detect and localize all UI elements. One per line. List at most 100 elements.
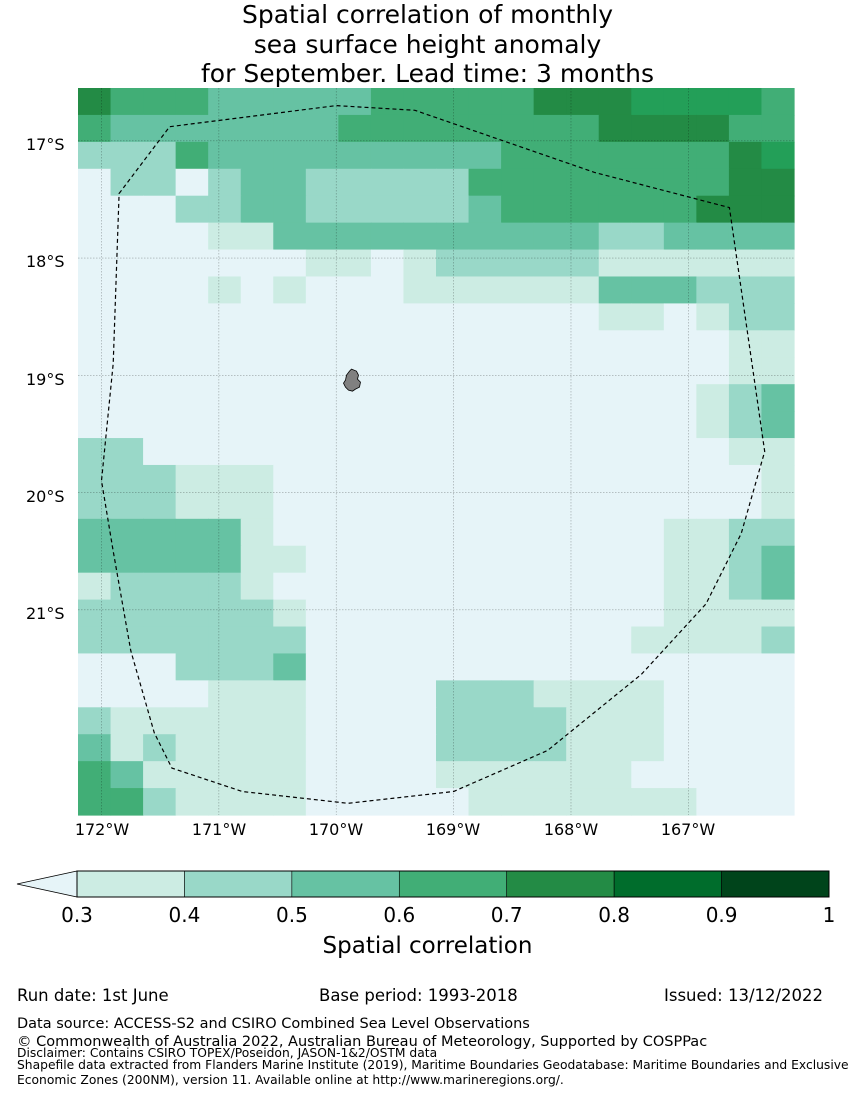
grid-cell: [598, 680, 632, 708]
grid-cell: [208, 438, 242, 466]
grid-cell: [631, 734, 665, 762]
grid-cell: [273, 680, 307, 708]
grid-cell: [208, 464, 242, 493]
grid-cell: [175, 303, 209, 331]
title-line-2: sea surface height anomaly: [253, 29, 602, 59]
grid-cell: [273, 734, 307, 762]
grid-cell: [175, 411, 209, 439]
grid-cell: [273, 438, 307, 466]
grid-cell: [305, 114, 339, 143]
grid-cell: [696, 707, 730, 735]
grid-cell: [208, 411, 242, 439]
grid-cell: [728, 761, 763, 789]
grid-cell: [501, 734, 535, 762]
grid-cell: [273, 384, 307, 412]
grid-cell: [436, 195, 470, 224]
grid-cell: [403, 276, 437, 305]
grid-cell: [501, 707, 535, 735]
grid-cell: [631, 464, 665, 493]
grid-cell: [240, 734, 274, 762]
grid-cell: [208, 357, 242, 385]
grid-cell: [305, 438, 339, 466]
grid-cell: [403, 626, 437, 655]
grid-cell: [468, 303, 502, 331]
grid-cell: [468, 464, 502, 493]
grid-cell: [110, 438, 144, 466]
grid-cell: [761, 680, 795, 708]
grid-cell: [663, 572, 697, 601]
colorbar-tick-0-8: 0.8: [598, 903, 630, 927]
grid-cell: [696, 653, 730, 681]
grid-cell: [338, 572, 372, 601]
grid-cell: [403, 141, 437, 170]
grid-cell: [403, 653, 437, 681]
niue-island: [343, 368, 361, 392]
grid-cell: [273, 411, 307, 439]
grid-cell: [598, 707, 632, 735]
grid-cell: [240, 411, 274, 439]
grid-cell: [143, 303, 177, 331]
grid-cell: [110, 572, 144, 601]
grid-cell: [501, 464, 535, 493]
grid-cell: [370, 491, 405, 520]
lon-label-170w: 170°W: [308, 820, 364, 839]
grid-cell: [728, 330, 763, 358]
grid-cell: [370, 195, 405, 224]
grid-cell: [403, 518, 437, 547]
grid-cell: [566, 276, 600, 305]
grid-cell: [305, 572, 339, 601]
grid-cell: [338, 249, 372, 278]
grid-cell: [110, 195, 144, 224]
grid-cell: [403, 249, 437, 278]
grid-cell: [175, 114, 209, 143]
grid-cell: [436, 518, 470, 547]
grid-cell: [598, 572, 632, 601]
grid-cell: [728, 249, 763, 278]
colorbar-under-triangle: [16, 870, 78, 898]
grid-cell: [501, 491, 535, 520]
grid-cell: [468, 788, 502, 816]
grid-cell: [436, 761, 470, 789]
grid-cell: [240, 195, 274, 224]
grid-cell: [598, 357, 632, 385]
grid-cell: [468, 545, 502, 574]
grid-cell: [436, 680, 470, 708]
grid-cell: [631, 626, 665, 655]
grid-cell: [273, 518, 307, 547]
grid-cell: [305, 680, 339, 708]
grid-cell: [468, 518, 502, 547]
grid-cell: [305, 303, 339, 331]
grid-cell: [468, 572, 502, 601]
grid-cell: [403, 788, 437, 816]
grid-cell: [761, 653, 795, 681]
grid-cell: [305, 464, 339, 493]
grid-cell: [501, 141, 535, 170]
grid-cell: [533, 168, 567, 197]
grid-cell: [338, 653, 372, 681]
grid-cell: [761, 357, 795, 385]
grid-cell: [305, 168, 339, 197]
grid-cell: [403, 572, 437, 601]
grid-cell: [175, 788, 209, 816]
grid-cell: [696, 141, 730, 170]
grid-cell: [143, 195, 177, 224]
grid-cell: [501, 626, 535, 655]
grid-cell: [631, 222, 665, 251]
grid-cell: [436, 88, 470, 116]
grid-cell: [468, 491, 502, 520]
grid-cell: [273, 464, 307, 493]
grid-cell: [696, 222, 730, 251]
grid-cell: [370, 653, 405, 681]
grid-cell: [175, 626, 209, 655]
grid-cell: [110, 788, 144, 816]
grid-cell: [728, 653, 763, 681]
grid-cell: [501, 276, 535, 305]
grid-cell: [273, 572, 307, 601]
grid-cell: [143, 518, 177, 547]
grid-cell: [240, 303, 274, 331]
grid-cell: [533, 491, 567, 520]
grid-cell: [208, 491, 242, 520]
grid-cell: [696, 518, 730, 547]
grid-cell: [728, 222, 763, 251]
grid-cell: [143, 249, 177, 278]
